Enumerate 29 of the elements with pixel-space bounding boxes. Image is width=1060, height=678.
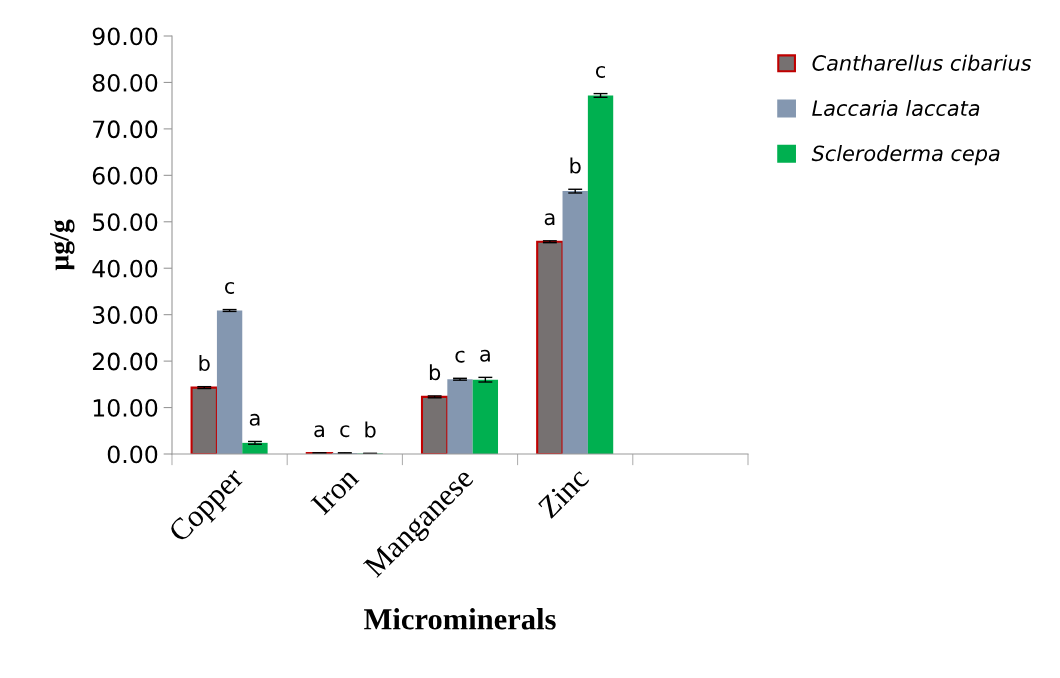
data-label: b <box>365 421 376 438</box>
y-tick-label: 60.00 <box>92 166 158 185</box>
data-label: a <box>480 349 490 362</box>
y-tick-label: 10.00 <box>93 399 158 417</box>
y-tick-label: 40.00 <box>92 259 158 278</box>
data-label: b <box>199 354 210 372</box>
data-label: c <box>455 350 465 363</box>
y-axis-title: µg/g <box>50 219 75 271</box>
data-label: c <box>340 425 350 438</box>
y-tick-label: 90.00 <box>92 27 158 46</box>
x-tick-label: Zinc <box>537 466 590 519</box>
y-tick-label: 0.00 <box>107 445 158 464</box>
y-tick-label: 50.00 <box>93 213 158 232</box>
data-label: b <box>570 157 581 174</box>
y-tick-label: 30.00 <box>93 306 158 324</box>
data-label: a <box>249 413 260 426</box>
y-tick-label: 70.00 <box>93 120 158 139</box>
y-tick-label: 80.00 <box>92 73 158 92</box>
legend-label: Cantharellus cibarius <box>812 54 1032 71</box>
y-tick-label: 20.00 <box>92 352 158 371</box>
x-axis-title: Microminerals <box>364 608 556 630</box>
x-tick-label: Iron <box>310 466 360 516</box>
legend-label: Scleroderma cepa <box>811 145 1000 166</box>
data-label: a <box>314 425 324 438</box>
data-label: c <box>225 281 235 294</box>
legend-label: Laccaria laccata <box>812 99 980 117</box>
data-label: c <box>595 65 605 78</box>
data-label: b <box>429 364 441 381</box>
data-label: a <box>544 213 555 226</box>
